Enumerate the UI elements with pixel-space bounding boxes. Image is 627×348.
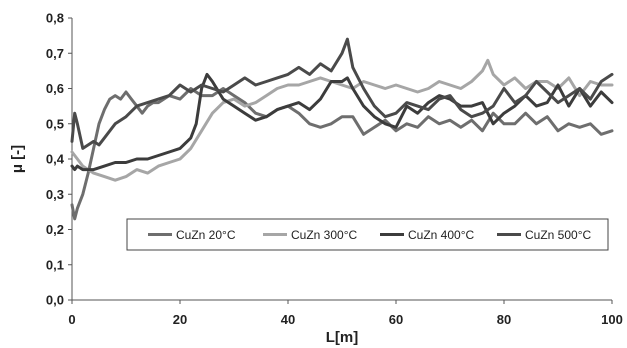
y-tick-label: 0,8	[46, 11, 64, 26]
series-line-4	[70, 37, 614, 150]
series-line-1	[70, 87, 614, 221]
legend-label-1: CuZn 20°C	[176, 228, 236, 242]
series-line-2	[70, 58, 614, 182]
y-tick-label: 0,6	[46, 81, 64, 96]
y-tick-label: 0,1	[46, 257, 64, 272]
legend-label-2: CuZn 300°C	[291, 228, 357, 242]
y-tick-label: 0,4	[46, 152, 65, 167]
series-lines	[70, 37, 614, 221]
x-tick-label: 100	[601, 312, 623, 327]
legend-label-3: CuZn 400°C	[408, 228, 474, 242]
series-line-3	[70, 72, 614, 172]
x-tick-label: 60	[389, 312, 403, 327]
y-tick-label: 0,2	[46, 222, 64, 237]
y-tick-label: 0,5	[46, 116, 64, 131]
y-tick-label: 0,7	[46, 46, 64, 61]
x-tick-label: 80	[497, 312, 511, 327]
y-tick-label: 0,3	[46, 187, 64, 202]
legend: CuZn 20°C CuZn 300°C CuZn 400°C CuZn 500°C	[126, 218, 609, 251]
x-tick-label: 20	[173, 312, 187, 327]
legend-box	[126, 218, 609, 251]
x-tick-label: 0	[68, 312, 75, 327]
y-axis-title: μ [-]	[9, 145, 26, 173]
plot-area: 0,0 0,1 0,2 0,3 0,4 0,5 0,6 0,7 0,8 0 20 40 60 80 100	[46, 11, 623, 328]
x-axis-ticks: 0 20 40 60 80 100	[68, 300, 623, 327]
y-tick-label: 0,0	[46, 293, 64, 308]
x-tick-label: 40	[281, 312, 295, 327]
legend-label-4: CuZn 500°C	[525, 228, 591, 242]
y-axis-ticks: 0,0 0,1 0,2 0,3 0,4 0,5 0,6 0,7 0,8	[46, 11, 72, 308]
x-axis-title: L[m]	[326, 329, 359, 346]
legend-items: CuZn 20°C CuZn 300°C CuZn 400°C CuZn 500°C	[148, 228, 591, 242]
